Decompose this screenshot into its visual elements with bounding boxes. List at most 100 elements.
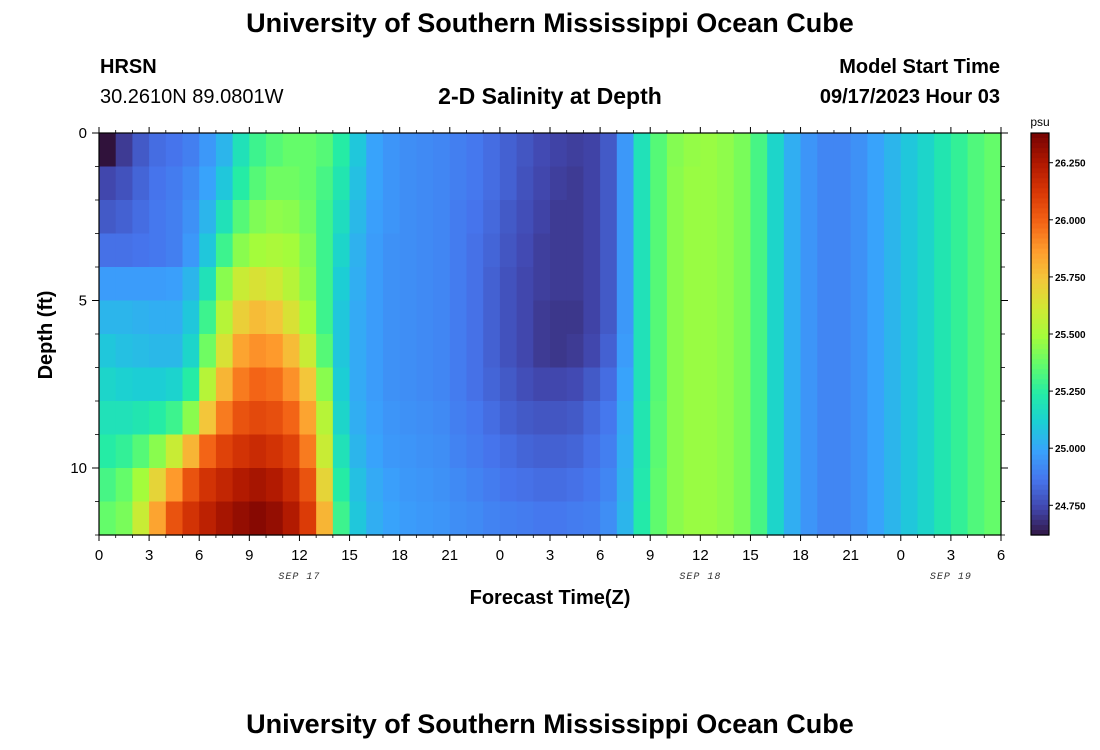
heatmap-cell <box>499 267 518 302</box>
heatmap-cell <box>733 166 752 201</box>
heatmap-cell <box>833 300 852 335</box>
heatmap-cell <box>366 434 384 469</box>
heatmap-cell <box>967 166 985 201</box>
heatmap-cell <box>99 367 117 402</box>
heatmap-cell <box>717 300 735 335</box>
heatmap-cell <box>717 367 735 402</box>
heatmap-cell <box>783 300 802 335</box>
heatmap-cell <box>299 401 317 436</box>
heatmap-cell <box>600 334 618 369</box>
colorbar-segment <box>1031 499 1049 506</box>
colorbar-segment <box>1031 389 1049 395</box>
heatmap-cell <box>633 434 651 469</box>
heatmap-cell <box>633 468 651 503</box>
heatmap-cell <box>399 133 417 168</box>
heatmap-cell <box>215 267 234 302</box>
heatmap-cell <box>182 133 200 168</box>
heatmap-cell <box>199 200 217 235</box>
heatmap-cell <box>499 334 518 369</box>
heatmap-cell <box>884 166 902 201</box>
colorbar-segment <box>1031 509 1049 516</box>
heatmap-cell <box>299 166 317 201</box>
heatmap-cell <box>683 267 701 302</box>
heatmap-cell <box>733 434 752 469</box>
heatmap-cell <box>583 300 601 335</box>
heatmap-cell <box>349 133 367 168</box>
heatmap-cell <box>499 434 518 469</box>
heatmap-cell <box>483 501 501 536</box>
x-axis-label: Forecast Time(Z) <box>470 587 631 609</box>
heatmap-cell <box>332 434 351 469</box>
colorbar-segment <box>1031 293 1049 300</box>
x-tick-label: 21 <box>441 547 458 564</box>
heatmap-cell <box>683 334 701 369</box>
heatmap-cell <box>316 267 334 302</box>
colorbar-segment <box>1031 218 1049 225</box>
heatmap-cell <box>316 166 334 201</box>
heatmap-cell <box>266 133 284 168</box>
date-label: SEP 18 <box>679 572 721 583</box>
colorbar-segment <box>1031 268 1049 275</box>
heatmap-cell <box>215 166 234 201</box>
x-tick-label: 3 <box>546 547 554 564</box>
heatmap-cell <box>984 434 1002 469</box>
colorbar-segment <box>1031 459 1049 466</box>
heatmap-cell <box>382 300 401 335</box>
heatmap-cell <box>182 200 200 235</box>
colorbar-segment <box>1031 419 1049 426</box>
heatmap-cell <box>149 300 167 335</box>
heatmap-cell <box>566 200 585 235</box>
heatmap-cell <box>149 166 167 201</box>
heatmap-cell <box>483 166 501 201</box>
heatmap-cell <box>282 233 301 268</box>
heatmap-cell <box>934 133 952 168</box>
heatmap-cell <box>282 468 301 503</box>
heatmap-cell <box>533 233 551 268</box>
colorbar-segment <box>1031 394 1049 400</box>
heatmap-cell <box>600 434 618 469</box>
heatmap-cell <box>984 233 1002 268</box>
heatmap-cell <box>182 233 200 268</box>
colorbar-segment <box>1031 429 1049 436</box>
heatmap-cell <box>182 334 200 369</box>
heatmap-cell <box>332 233 351 268</box>
heatmap-cell <box>449 200 468 235</box>
x-tick-label: 18 <box>391 547 408 564</box>
heatmap-cell <box>850 367 868 402</box>
heatmap-cell <box>984 334 1002 369</box>
x-tick-label: 0 <box>897 547 905 564</box>
heatmap-cell <box>382 468 401 503</box>
heatmap-cell <box>583 267 601 302</box>
heatmap-cell <box>666 233 685 268</box>
colorbar-segment <box>1031 514 1049 521</box>
heatmap-cell <box>917 200 935 235</box>
heatmap-cell <box>817 434 835 469</box>
heatmap-cell <box>917 233 935 268</box>
heatmap-cell <box>750 367 768 402</box>
heatmap-cell <box>934 434 952 469</box>
heatmap-cell <box>433 367 451 402</box>
heatmap-cell <box>867 401 885 436</box>
heatmap-cell <box>583 468 601 503</box>
heatmap-cell <box>750 334 768 369</box>
heatmap-cell <box>299 133 317 168</box>
heatmap-cell <box>850 233 868 268</box>
heatmap-cell <box>650 501 668 536</box>
colorbar-segment <box>1031 399 1049 405</box>
heatmap-cell <box>650 401 668 436</box>
heatmap-cell <box>633 501 651 536</box>
heatmap-cell <box>199 501 217 536</box>
heatmap-cell <box>99 300 117 335</box>
heatmap-cell <box>700 300 718 335</box>
heatmap-cell <box>767 300 785 335</box>
heatmap-cell <box>700 267 718 302</box>
chart-axes: 0 3 6 9 12 15 18 21 0 3 6 9 12 15 18 21 0 3 6 SEP 17 SEP 18 S… <box>70 125 1008 583</box>
heatmap-cell <box>817 367 835 402</box>
heatmap-cell <box>566 334 585 369</box>
heatmap-cell <box>984 468 1002 503</box>
colorbar-tick-label: 25.500 <box>1055 330 1086 341</box>
heatmap-cell <box>817 468 835 503</box>
heatmap-cell <box>115 133 134 168</box>
heatmap-cell <box>683 166 701 201</box>
heatmap-cell <box>516 166 534 201</box>
